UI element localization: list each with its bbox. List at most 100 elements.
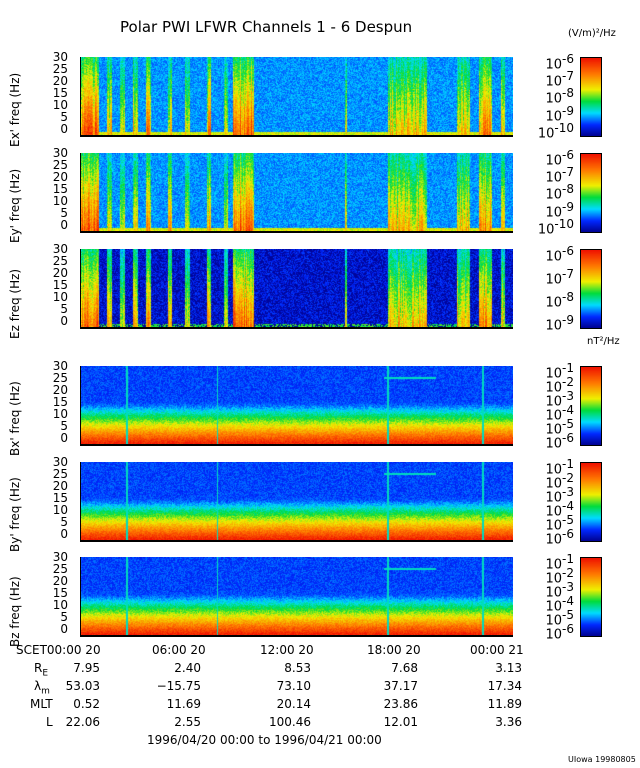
colorbar-0: [580, 57, 602, 137]
y-tick-label: 20: [52, 266, 68, 280]
colorbar-tick: 10-10: [537, 120, 574, 142]
colorbar-tick: 10-2: [545, 374, 574, 396]
ephemeris-value: −15.75: [156, 679, 201, 693]
colorbar-tick: 10-5: [545, 416, 574, 438]
colorbar-tick: 10-2: [545, 470, 574, 492]
y-tick-label: 0: [60, 527, 68, 541]
y-axis-label: Bx' freq (Hz): [8, 381, 22, 456]
y-tick-label: 5: [60, 419, 68, 433]
figure-title: Polar PWI LFWR Channels 1 - 6 Despun: [120, 18, 413, 36]
colorbar-tick: 10-6: [545, 621, 574, 643]
x-tick-label: SCET00:00 20: [16, 643, 101, 657]
ephemeris-value: 37.17: [383, 679, 418, 693]
colorbar-tick: 10-8: [545, 290, 574, 311]
y-tick-label: 15: [52, 278, 68, 292]
colorbar-tick: 10-6: [545, 526, 574, 548]
colorbar-tick: 10-4: [545, 402, 574, 424]
colorbar-canvas: [581, 250, 601, 328]
ephemeris-label: λm: [34, 679, 50, 697]
y-axis-label: By' freq (Hz): [8, 477, 22, 552]
colorbar-3: [580, 366, 602, 446]
ephemeris-label: MLT: [30, 697, 53, 711]
y-tick-label: 25: [52, 467, 68, 481]
colorbar-tick: 10-6: [545, 52, 574, 73]
colorbar-tick: 10-4: [545, 498, 574, 520]
colorbar-tick: 10-6: [545, 148, 574, 169]
y-tick-label: 25: [52, 62, 68, 76]
y-tick-label: 0: [60, 218, 68, 232]
spectrogram-canvas: [81, 557, 513, 635]
colorbar-tick: 10-6: [545, 430, 574, 452]
y-tick-label: 10: [52, 290, 68, 304]
ephemeris-value: 53.03: [65, 679, 100, 693]
ephemeris-value: 20.14: [276, 697, 311, 711]
ephemeris-value: 7.68: [391, 661, 418, 675]
colorbar-tick: 10-9: [545, 313, 574, 334]
spectrogram-3: [80, 366, 513, 446]
colorbar-5: [580, 557, 602, 637]
spectrogram-4: [80, 462, 513, 542]
y-tick-label: 30: [52, 242, 68, 256]
y-axis-label: Ey' freq (Hz): [8, 168, 22, 243]
ephemeris-value: 2.55: [174, 715, 201, 729]
spectrogram-5: [80, 557, 513, 637]
colorbar-tick: 10-2: [545, 565, 574, 587]
y-tick-label: 10: [52, 194, 68, 208]
ephemeris-value: 22.06: [65, 715, 100, 729]
colorbar-tick: 10-9: [545, 103, 574, 124]
colorbar-canvas: [581, 58, 601, 136]
y-tick-label: 0: [60, 622, 68, 636]
colorbar-tick: 10-8: [545, 86, 574, 107]
y-tick-label: 25: [52, 371, 68, 385]
y-tick-label: 10: [52, 503, 68, 517]
colorbar-tick: 10-3: [545, 579, 574, 601]
y-tick-label: 5: [60, 610, 68, 624]
x-tick-label: 18:00 20: [367, 643, 421, 657]
b-units-label: nT²/Hz: [587, 336, 620, 347]
y-tick-label: 20: [52, 170, 68, 184]
colorbar-canvas: [581, 367, 601, 445]
ephemeris-value: 2.40: [174, 661, 201, 675]
y-tick-label: 5: [60, 206, 68, 220]
footer-credit: UIowa 19980805: [568, 755, 636, 764]
colorbar-tick: 10-1: [545, 552, 574, 573]
y-tick-label: 15: [52, 491, 68, 505]
colorbar-canvas: [581, 154, 601, 232]
ephemeris-value: 11.69: [166, 697, 201, 711]
spectrogram-canvas: [81, 462, 513, 540]
colorbar-tick: 10-3: [545, 388, 574, 410]
colorbar-4: [580, 462, 602, 542]
spectrogram-canvas: [81, 249, 513, 327]
y-tick-label: 15: [52, 395, 68, 409]
colorbar-tick: 10-7: [545, 69, 574, 90]
spectrogram-1: [80, 153, 513, 233]
colorbar-2: [580, 249, 602, 329]
ephemeris-label: RE: [34, 661, 49, 679]
colorbar-tick: 10-6: [545, 244, 574, 265]
y-tick-label: 20: [52, 383, 68, 397]
colorbar-1: [580, 153, 602, 233]
e-units-label: (V/m)²/Hz: [568, 28, 616, 39]
y-tick-label: 0: [60, 314, 68, 328]
x-tick-label: 00:00 21: [470, 643, 524, 657]
spectrogram-0: [80, 57, 513, 137]
x-tick-label: 06:00 20: [152, 643, 206, 657]
ephemeris-value: 73.10: [276, 679, 311, 693]
colorbar-tick: 10-7: [545, 267, 574, 288]
y-tick-label: 20: [52, 74, 68, 88]
y-tick-label: 5: [60, 110, 68, 124]
y-tick-label: 15: [52, 586, 68, 600]
ephemeris-value: 100.46: [269, 715, 311, 729]
ephemeris-value: 17.34: [487, 679, 522, 693]
y-axis-label: Ez freq (Hz): [8, 268, 22, 339]
colorbar-tick: 10-1: [545, 457, 574, 478]
colorbar-tick: 10-4: [545, 593, 574, 615]
spectrogram-canvas: [81, 57, 513, 135]
y-tick-label: 25: [52, 254, 68, 268]
ephemeris-value: 7.95: [73, 661, 100, 675]
spectrogram-canvas: [81, 153, 513, 231]
ephemeris-value: 8.53: [284, 661, 311, 675]
ephemeris-value: 3.36: [495, 715, 522, 729]
ephemeris-label: L: [46, 715, 53, 729]
y-tick-label: 30: [52, 455, 68, 469]
